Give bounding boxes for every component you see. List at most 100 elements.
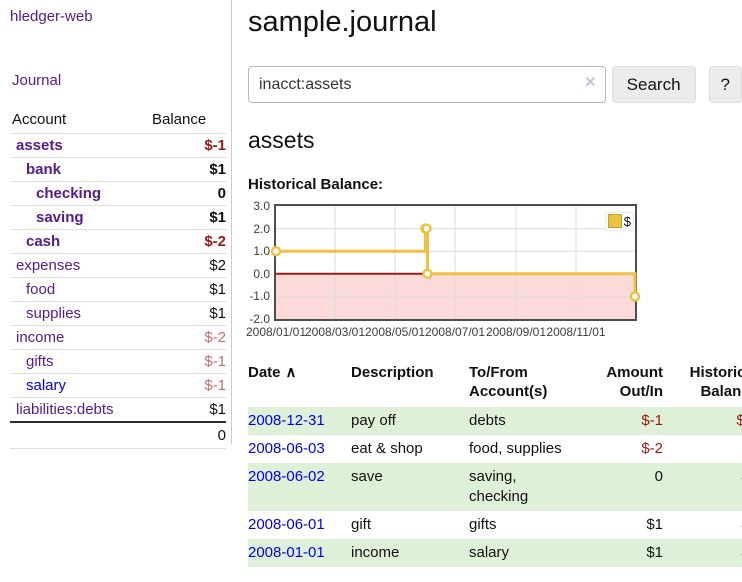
account-balance: 0 — [150, 181, 226, 206]
transaction-balance: $1 — [663, 539, 742, 567]
transaction-accounts: gifts — [469, 515, 497, 533]
transaction-date-link[interactable]: 2008-06-01 — [248, 515, 325, 533]
register-row: 2008-01-01 income salary $1$1 — [248, 538, 742, 567]
search-box: ✕ — [248, 66, 606, 104]
help-button[interactable]: ? — [708, 66, 742, 104]
account-row: bank $1 — [10, 157, 226, 182]
transaction-description: eat & shop — [351, 439, 423, 457]
y-axis-tick: -2.0 — [249, 311, 270, 326]
account-row: checking 0 — [10, 181, 226, 206]
sort-asc-icon: ∧ — [285, 363, 297, 381]
register-body: 2008-12-31 pay off debts $-1 $-1 2008-06-03 ea… — [248, 406, 742, 567]
account-row: salary $-1 — [10, 373, 226, 398]
nav-journal-link[interactable]: Journal — [12, 72, 62, 89]
x-axis-tick: 2008/09/01 — [485, 324, 547, 339]
register-col[interactable]: Date ∧ — [248, 363, 297, 381]
transaction-amount: $1 — [646, 515, 663, 533]
account-balance: $-1 — [150, 373, 226, 398]
x-axis-tick: 2008/11/01 — [546, 324, 606, 339]
register-row: 2008-06-02 save saving, checking 0$2 — [248, 462, 742, 511]
account-balance: $-2 — [150, 229, 226, 254]
account-link[interactable]: bank — [26, 161, 62, 178]
account-link[interactable]: income — [16, 329, 65, 346]
accounts-table: Account Balance assets $-1 bank $1 checking 0… — [10, 108, 226, 449]
transaction-balance: 0 — [663, 435, 742, 463]
transaction-date-link[interactable]: 2008-06-03 — [248, 439, 325, 457]
transaction-accounts: food, supplies — [469, 439, 562, 457]
transaction-amount: 0 — [654, 467, 663, 485]
account-balance: $1 — [150, 157, 226, 182]
accounts-col-balance: Balance — [150, 108, 226, 134]
transaction-date-link[interactable]: 2008-06-02 — [248, 467, 325, 485]
search-row: ✕ Search ? — [248, 66, 742, 104]
transaction-description: pay off — [351, 411, 396, 429]
chart-plot-area — [270, 203, 641, 321]
transaction-amount: $1 — [646, 543, 663, 561]
x-axis-tick: 2008/07/01 — [424, 324, 486, 339]
account-balance: $-2 — [150, 325, 226, 350]
account-link[interactable]: saving — [36, 209, 84, 226]
register-header-row: Date ∧ Description To/From Account(s) Amount O… — [248, 361, 742, 407]
register-col: Description — [351, 363, 434, 381]
account-row: food $1 — [10, 277, 226, 302]
historical-balance-chart: $ 3.0 2.0 1.0 0.0 -1.0 -2.0 2008/01/01 2008/03/… — [246, 198, 668, 343]
y-axis-tick: 1.0 — [253, 244, 270, 259]
account-row: liabilities:debts $1 — [10, 398, 226, 423]
y-axis-tick: 0.0 — [253, 266, 270, 281]
accounts-col-account: Account — [10, 108, 150, 134]
accounts-total: 0 — [150, 421, 226, 449]
transaction-accounts: saving, checking — [469, 467, 529, 505]
account-link[interactable]: supplies — [26, 305, 82, 322]
main-content: sample.journal ✕ Search ? assets Histori… — [246, 0, 742, 567]
account-link[interactable]: liabilities:debts — [16, 401, 114, 418]
account-link[interactable]: checking — [36, 185, 102, 202]
account-link[interactable]: assets — [16, 137, 63, 154]
account-row: expenses $2 — [10, 253, 226, 278]
transaction-balance: $-1 — [736, 411, 742, 429]
search-input[interactable] — [248, 66, 606, 104]
account-link[interactable]: gifts — [26, 353, 54, 370]
transaction-accounts: debts — [469, 411, 506, 429]
y-axis-tick: -1.0 — [249, 289, 270, 304]
account-balance: $-1 — [150, 133, 226, 158]
brand-link[interactable]: hledger-web — [10, 8, 93, 25]
account-balance: $2 — [150, 253, 226, 278]
register-head: Date ∧ Description To/From Account(s) Amount O… — [248, 361, 742, 407]
transaction-date-link[interactable]: 2008-01-01 — [248, 543, 325, 561]
y-axis-tick: 3.0 — [253, 198, 270, 213]
account-heading: assets — [248, 127, 315, 154]
register-table: Date ∧ Description To/From Account(s) Amount O… — [248, 361, 742, 567]
account-link[interactable]: salary — [26, 377, 67, 394]
clear-search-icon[interactable]: ✕ — [584, 74, 597, 92]
register-col: Amount Out/In — [606, 363, 663, 400]
account-row: assets $-1 — [10, 133, 226, 158]
account-balance: $1 — [209, 401, 226, 418]
legend-label: $ — [623, 213, 631, 229]
account-link[interactable]: expenses — [16, 257, 81, 274]
account-row: supplies $1 — [10, 301, 226, 326]
account-link[interactable]: food — [26, 281, 56, 298]
account-balance: $1 — [150, 277, 226, 302]
x-axis-tick: 2008/01/01 — [245, 324, 307, 339]
transaction-balance: $2 — [663, 511, 742, 539]
chart-legend: $ — [604, 211, 634, 231]
x-axis-tick: 2008/05/01 — [364, 324, 426, 339]
transaction-balance: $2 — [663, 463, 742, 511]
accounts-total-row: 0 — [10, 421, 226, 449]
register-row: 2008-06-01 gift gifts $1$2 — [248, 511, 742, 539]
register-row: 2008-06-03 eat & shop food, supplies $-20 — [248, 435, 742, 463]
search-button[interactable]: Search — [611, 66, 696, 104]
sidebar: hledger-web Journal Account Balance asse… — [0, 0, 232, 449]
account-link[interactable]: cash — [26, 233, 61, 250]
y-axis-tick: 2.0 — [253, 221, 270, 236]
transaction-date-link[interactable]: 2008-12-31 — [248, 411, 325, 429]
accounts-table-body: assets $-1 bank $1 checking 0 saving $1 cash $-2 e… — [10, 133, 226, 423]
page-title: sample.journal — [248, 6, 437, 38]
register-row: 2008-12-31 pay off debts $-1 $-1 — [248, 406, 742, 435]
account-row: cash $-2 — [10, 229, 226, 254]
transaction-amount: $-2 — [641, 439, 663, 457]
x-axis-tick: 2008/03/01 — [304, 324, 366, 339]
transaction-accounts: salary — [469, 543, 510, 561]
account-balance: $-1 — [150, 349, 226, 374]
